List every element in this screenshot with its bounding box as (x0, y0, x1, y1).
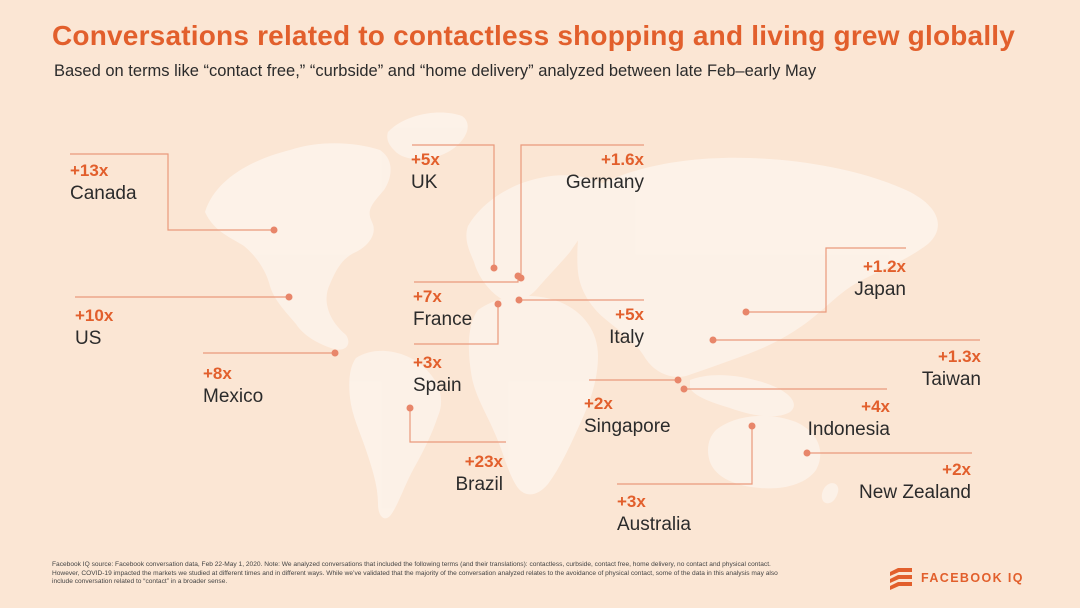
multiplier: +3x (617, 492, 646, 511)
leader-line-uk (412, 144, 495, 268)
callout-australia: +3x Australia (617, 491, 691, 537)
callout-us: +10x US (75, 305, 113, 351)
dot-taiwan (709, 336, 717, 344)
callout-new-zealand: +2x New Zealand (859, 459, 971, 505)
dot-australia (748, 422, 756, 430)
multiplier: +1.2x (862, 257, 906, 276)
country-name: Japan (854, 279, 906, 300)
country-name: Australia (617, 514, 691, 535)
dot-indonesia (680, 385, 688, 393)
country-name: Brazil (455, 474, 503, 495)
country-name: Spain (413, 375, 462, 396)
page-title: Conversations related to contactless sho… (52, 20, 1016, 51)
multiplier: +7x (413, 287, 442, 306)
landmass-australia (708, 415, 821, 489)
country-name: US (75, 328, 102, 349)
dot-new-zealand (803, 449, 811, 457)
dot-germany (517, 274, 525, 282)
country-name: Germany (565, 172, 644, 193)
multiplier: +2x (942, 460, 971, 479)
callout-germany: +1.6x Germany (566, 149, 644, 195)
multiplier: +3x (413, 353, 442, 372)
callout-spain: +3x Spain (413, 352, 462, 398)
source-footnote: Facebook IQ source: Facebook conversatio… (52, 561, 778, 586)
brand-name: FACEBOOK IQ (921, 571, 1024, 585)
dot-uk (490, 264, 498, 272)
callout-taiwan: +1.3x Taiwan (922, 346, 981, 392)
multiplier: +5x (411, 150, 440, 169)
landmass-south-america (349, 350, 442, 519)
leader-line-brazil (409, 408, 506, 443)
callout-france: +7x France (413, 286, 472, 332)
multiplier: +1.6x (600, 150, 644, 169)
dot-brazil (406, 404, 414, 412)
multiplier: +1.3x (937, 347, 981, 366)
landmass-africa (468, 295, 598, 495)
facebook-iq-brand: FACEBOOK IQ (889, 566, 1024, 590)
callout-mexico: +8x Mexico (203, 363, 263, 409)
country-name: New Zealand (859, 482, 971, 503)
landmass-asia (577, 157, 938, 377)
country-name: Indonesia (807, 419, 890, 440)
country-name: Italy (609, 327, 644, 348)
leader-line-canada (70, 153, 274, 231)
landmass-greenland (387, 112, 468, 160)
leader-line-japan (746, 247, 906, 313)
multiplier: +2x (584, 394, 613, 413)
country-name: France (413, 309, 473, 330)
callout-italy: +5x Italy (609, 304, 644, 350)
country-name: Mexico (203, 386, 264, 407)
page-subtitle: Based on terms like “contact free,” “cur… (54, 62, 817, 80)
callout-brazil: +23x Brazil (455, 451, 503, 497)
country-name: Taiwan (921, 369, 981, 390)
callout-indonesia: +4x Indonesia (808, 396, 890, 442)
dot-us (285, 293, 293, 301)
leader-line-australia (617, 426, 753, 485)
multiplier: +4x (861, 397, 890, 416)
multiplier: +5x (615, 305, 644, 324)
dot-singapore (674, 376, 682, 384)
country-name: Singapore (584, 416, 671, 437)
callout-canada: +13x Canada (70, 160, 137, 206)
dot-canada (270, 226, 278, 234)
callout-singapore: +2x Singapore (584, 393, 671, 439)
landmass-north-america (205, 143, 391, 350)
country-name: UK (411, 172, 438, 193)
dot-spain (494, 300, 502, 308)
multiplier: +10x (75, 306, 114, 325)
landmass-europe (466, 175, 616, 303)
country-name: Canada (70, 183, 137, 204)
dot-japan (742, 308, 750, 316)
leader-line-spain (414, 304, 499, 345)
multiplier: +13x (70, 161, 109, 180)
leader-line-france (414, 276, 519, 283)
multiplier: +8x (203, 364, 232, 383)
landmass-southeast-asia (690, 375, 794, 417)
callout-uk: +5x UK (411, 149, 440, 195)
multiplier: +23x (464, 452, 503, 471)
landmass-new-zealand (821, 483, 839, 504)
facebook-iq-logo-icon (890, 568, 912, 590)
dot-italy (515, 296, 523, 304)
leader-line-germany (520, 144, 644, 278)
dot-mexico (331, 349, 339, 357)
callout-japan: +1.2x Japan (854, 256, 906, 302)
